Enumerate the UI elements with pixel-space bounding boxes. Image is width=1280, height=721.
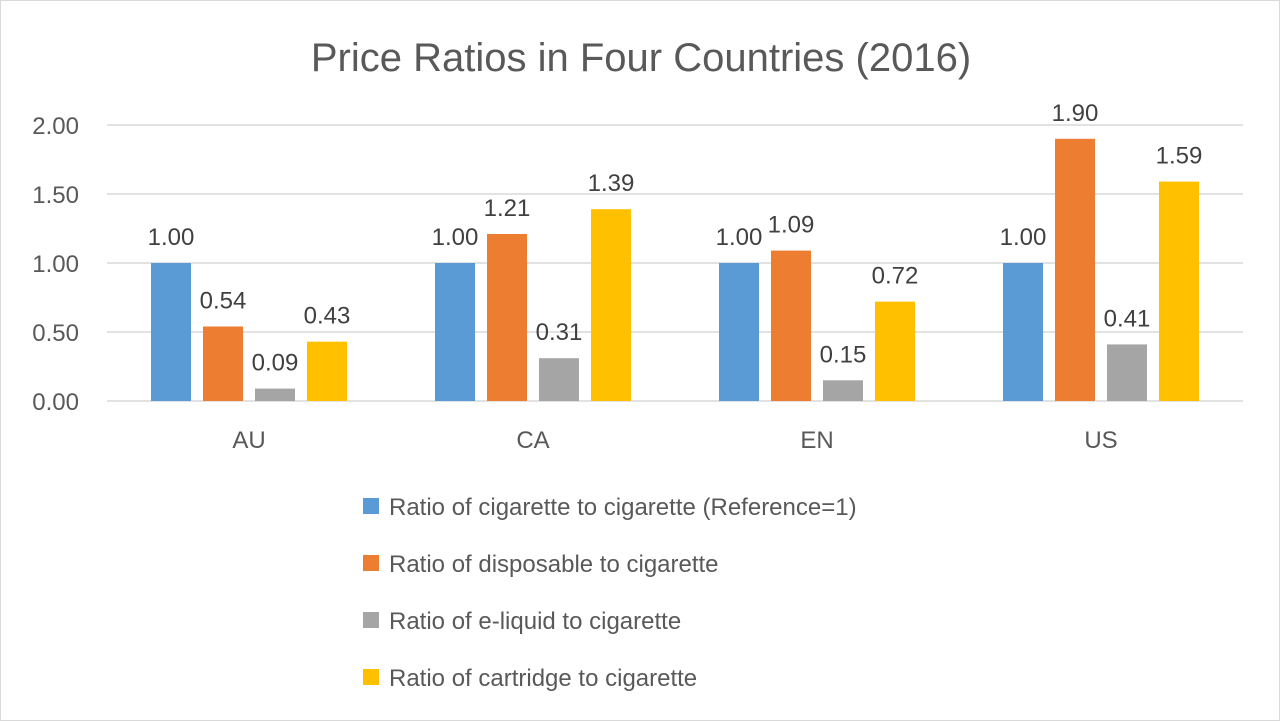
data-label: 1.00 [716, 224, 763, 251]
bar-en-series-2 [771, 250, 811, 401]
bar-ca-series-3 [539, 358, 579, 401]
data-label: 1.39 [588, 170, 635, 197]
data-label: 1.21 [484, 195, 531, 222]
bar-au-series-1 [151, 263, 191, 401]
bar-us-series-3 [1107, 344, 1147, 401]
bar-au-series-4 [307, 341, 347, 401]
data-label: 1.00 [432, 224, 479, 251]
legend-label: Ratio of cartridge to cigarette [389, 665, 697, 692]
gridlines [107, 124, 1243, 402]
bar-us-series-4 [1159, 181, 1199, 401]
data-label: 0.15 [820, 341, 867, 368]
legend-label: Ratio of e-liquid to cigarette [389, 608, 681, 635]
category-label-en: EN [800, 427, 833, 454]
bar-us-series-1 [1003, 263, 1043, 401]
bar-en-series-1 [719, 263, 759, 401]
legend-swatch [363, 555, 379, 571]
bar-ca-series-1 [435, 263, 475, 401]
legend-swatch [363, 669, 379, 685]
data-label: 0.31 [536, 319, 583, 346]
legend: Ratio of cigarette to cigarette (Referen… [363, 494, 857, 692]
chart-title: Price Ratios in Four Countries (2016) [311, 36, 971, 80]
y-tick-label: 2.00 [32, 113, 79, 140]
data-labels: 1.000.540.090.431.001.210.311.391.00 1.09… [148, 100, 1203, 377]
x-axis-categories: AU CA EN US [232, 427, 1117, 454]
y-tick-label: 0.50 [32, 320, 79, 347]
category-label-ca: CA [516, 427, 549, 454]
bar-en-series-3 [823, 380, 863, 401]
y-tick-label: 1.00 [32, 251, 79, 278]
bar-au-series-3 [255, 388, 295, 401]
legend-label: Ratio of cigarette to cigarette (Referen… [389, 494, 857, 521]
y-tick-label: 0.00 [32, 389, 79, 416]
bar-ca-series-2 [487, 234, 527, 401]
bars [151, 138, 1199, 402]
data-label: 0.41 [1104, 305, 1151, 332]
category-label-au: AU [232, 427, 265, 454]
bar-en-series-4 [875, 301, 915, 401]
data-label: 1.00 [148, 224, 195, 251]
data-label: 1.59 [1156, 143, 1203, 170]
y-tick-label: 1.50 [32, 182, 79, 209]
y-axis-ticks: 0.00 0.50 1.00 1.50 2.00 [32, 113, 79, 416]
data-label: 1.09 [768, 212, 815, 239]
data-label: 0.09 [252, 350, 299, 377]
bar-us-series-2 [1055, 138, 1095, 402]
data-label: 0.54 [200, 287, 247, 314]
legend-swatch [363, 498, 379, 514]
category-label-us: US [1084, 427, 1117, 454]
data-label: 1.90 [1052, 100, 1099, 127]
data-label: 1.00 [1000, 224, 1047, 251]
legend-swatch [363, 612, 379, 628]
legend-label: Ratio of disposable to cigarette [389, 551, 719, 578]
bar-au-series-2 [203, 326, 243, 401]
data-label: 0.72 [872, 263, 919, 290]
bar-ca-series-4 [591, 209, 631, 401]
data-label: 0.43 [304, 303, 351, 330]
